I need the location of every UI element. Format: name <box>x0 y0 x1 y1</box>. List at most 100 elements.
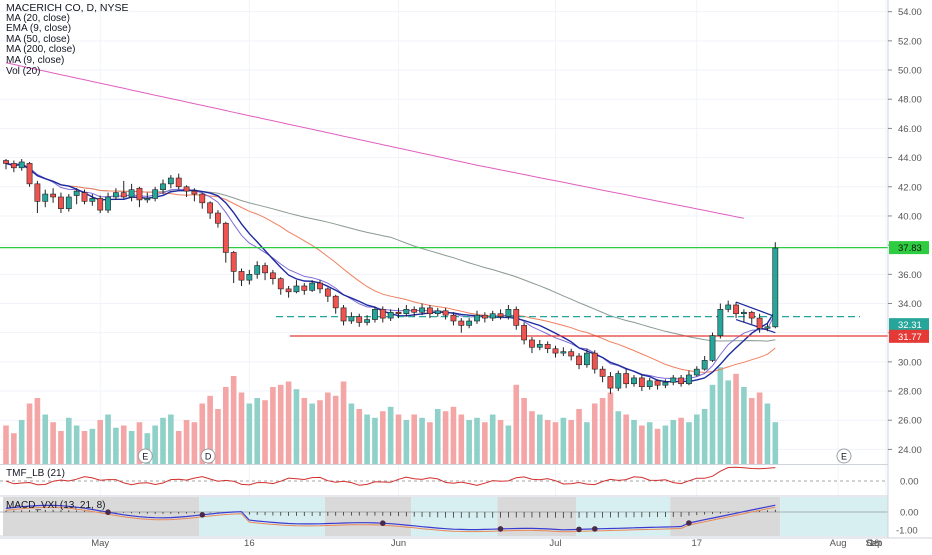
volume-bar <box>230 376 237 464</box>
volume-bar <box>521 398 527 464</box>
tmf-line <box>5 466 776 486</box>
candle-body <box>466 320 473 326</box>
volume-bar <box>662 425 669 464</box>
candle-body <box>756 317 763 329</box>
candle-body <box>113 192 119 198</box>
volume-bar <box>262 400 268 464</box>
volume-bar <box>105 414 111 464</box>
legend: MACERICH CO, D, NYSE MA (20, close) EMA … <box>6 3 129 77</box>
candle-body <box>505 309 512 317</box>
volume-bar <box>325 392 331 464</box>
macd-tick-label: 0.00 <box>900 508 919 519</box>
volume-bar <box>332 395 339 464</box>
event-badge <box>137 448 153 464</box>
volume-bar <box>215 409 221 464</box>
candle-body <box>599 368 606 377</box>
candle-body <box>50 193 56 198</box>
candle-body <box>238 271 245 281</box>
event-badge <box>836 448 852 464</box>
legend-ma20: MA (20, close) <box>6 12 70 24</box>
volume-bar <box>748 398 755 464</box>
volume-bar <box>387 406 394 464</box>
price-tick-label: 24.00 <box>898 445 922 456</box>
volume-bar <box>11 433 17 464</box>
tmf-tick-label: 0.00 <box>900 477 919 488</box>
candle-body <box>254 265 261 275</box>
candle-body <box>403 309 410 315</box>
candle-body <box>120 192 127 198</box>
candle-body <box>26 163 33 185</box>
price-tick-label: 28.00 <box>898 387 922 398</box>
volume-bar <box>223 387 229 464</box>
candle-body <box>748 311 755 319</box>
candle-body <box>497 313 504 317</box>
volume-bar <box>701 409 708 464</box>
volume-bar <box>3 425 9 464</box>
price-tick-label: 26.00 <box>898 416 922 427</box>
candle-body <box>332 295 339 309</box>
price-label-text: 32.31 <box>898 320 922 331</box>
candle-body <box>73 190 80 196</box>
volume-bar <box>18 420 25 464</box>
candle-body <box>309 282 316 291</box>
volume-bar <box>160 417 166 464</box>
candle-body <box>324 288 331 297</box>
volume-bar <box>419 417 425 464</box>
volume-bar <box>529 411 535 464</box>
volume-bar <box>631 420 637 464</box>
candle-body <box>419 307 425 313</box>
volume-bar <box>576 409 582 464</box>
volume-bar <box>270 387 276 464</box>
candle-body <box>58 196 64 209</box>
volume-bar <box>168 414 174 464</box>
volume-bar <box>128 431 135 464</box>
event-badge-label: E <box>142 452 148 462</box>
candle-body <box>646 380 653 387</box>
volume-bar <box>191 422 198 464</box>
candle-body <box>262 265 268 274</box>
volume-bar <box>113 427 119 464</box>
macd-cross-dot <box>105 509 111 515</box>
volume-bar <box>50 422 56 464</box>
volume-bar <box>340 381 347 464</box>
candle-body <box>442 310 449 316</box>
flag-lower-line <box>735 318 776 334</box>
candle-body <box>222 222 229 253</box>
volume-bar <box>97 420 103 464</box>
candle-body <box>725 304 732 310</box>
volume-bar <box>772 422 779 464</box>
candle-body <box>105 196 111 211</box>
volume-bar <box>756 392 763 464</box>
volume-bar <box>560 417 567 464</box>
volume-bar <box>246 403 253 464</box>
candle-body <box>717 309 724 336</box>
candle-body <box>285 288 292 293</box>
price-tick-label: 30.00 <box>898 357 922 368</box>
price-tick-label: 48.00 <box>898 95 922 106</box>
volume-bar <box>544 420 551 464</box>
price-tick-label: 36.00 <box>898 270 922 281</box>
candle-body <box>3 160 9 164</box>
volume-bar <box>741 387 747 464</box>
legend-ma9: MA (9, close) <box>6 54 65 66</box>
candle-body <box>42 193 49 202</box>
volume-bar <box>411 414 417 464</box>
price-label-tag <box>889 329 929 343</box>
candle-body <box>740 311 747 315</box>
volume-bar <box>238 392 245 464</box>
volume-bar <box>591 403 598 464</box>
candle-body <box>97 198 104 211</box>
macd-signal-line <box>5 506 776 533</box>
candle-body <box>513 309 520 326</box>
volume-bar <box>489 414 496 464</box>
candle-body <box>709 335 716 361</box>
volume-bar <box>175 431 182 464</box>
macd-cross-dot <box>686 520 692 526</box>
volume-bar <box>372 417 378 464</box>
candle-body <box>65 196 72 209</box>
candle-body <box>544 344 551 350</box>
macd-cross-dot <box>380 520 386 526</box>
time-tick-label: Sep <box>866 538 883 549</box>
volume-bar <box>607 392 614 464</box>
candle-body <box>191 190 198 195</box>
